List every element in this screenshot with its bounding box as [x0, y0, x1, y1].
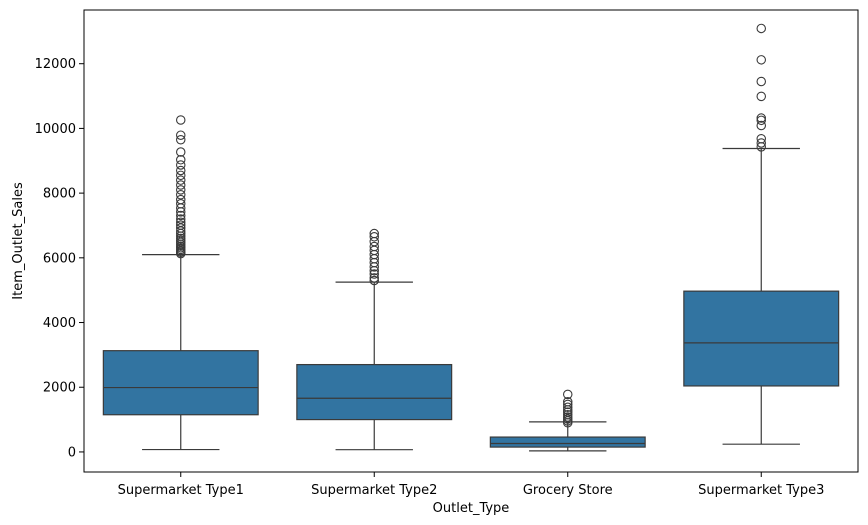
box-plot-supermarket-type3 — [683, 23, 840, 445]
outlier-point — [756, 115, 766, 126]
outlier-point — [176, 175, 186, 185]
outlier-point — [176, 217, 186, 227]
outlier-point — [176, 160, 186, 170]
outlier-point — [369, 241, 379, 252]
outlier-point — [562, 397, 573, 407]
outlier-point — [176, 180, 186, 190]
outlier-point — [176, 155, 186, 165]
y-tick-label: 6000 — [43, 251, 76, 266]
outlier-point — [176, 210, 186, 221]
outlier-point — [176, 199, 186, 209]
outlier-point — [176, 194, 186, 205]
outlier-point — [369, 269, 379, 279]
box-plots — [102, 23, 840, 452]
outlier-point — [756, 113, 766, 123]
outlier-point — [176, 147, 186, 157]
outlier-point — [176, 189, 186, 200]
outlier-point — [369, 232, 379, 242]
x-tick-label: Supermarket Type3 — [698, 483, 824, 498]
x-tick-label: Supermarket Type1 — [118, 483, 244, 498]
y-axis-title: Item_Outlet_Sales — [11, 182, 26, 300]
box — [489, 436, 646, 448]
outlier-point — [176, 130, 186, 140]
outlier-point — [176, 165, 186, 176]
outlier-point — [176, 214, 186, 224]
outlier-point — [369, 228, 379, 239]
box — [102, 350, 259, 416]
outlier-point — [562, 402, 573, 413]
outlier-point — [756, 120, 766, 131]
outlier-point — [176, 233, 186, 244]
x-axis-title: Outlet_Type — [433, 501, 510, 516]
outlier-point — [369, 275, 379, 286]
box-plot-supermarket-type2 — [296, 228, 453, 451]
y-tick-label: 12000 — [35, 57, 76, 72]
outlier-point — [756, 55, 766, 65]
outlier-point — [756, 76, 766, 87]
y-tick-label: 10000 — [35, 122, 76, 137]
y-tick-label: 8000 — [43, 187, 76, 202]
outlier-point — [369, 273, 379, 283]
outlier-point — [562, 389, 573, 400]
outlier-point — [756, 134, 766, 144]
x-axis: Supermarket Type1 Supermarket Type2 Grocer… — [118, 472, 824, 498]
outlier-point — [176, 170, 186, 181]
x-tick-label: Supermarket Type2 — [311, 483, 437, 498]
outlier-point — [176, 134, 186, 145]
box — [683, 290, 840, 387]
box-plot-grocery-store — [489, 389, 646, 452]
y-tick-label: 2000 — [43, 381, 76, 396]
outlier-point — [176, 115, 186, 125]
x-tick-label: Grocery Store — [523, 483, 613, 498]
box — [296, 363, 453, 421]
outlier-point — [562, 407, 573, 417]
y-axis: 0 2000 4000 6000 8000 10000 12000 — [35, 57, 84, 460]
box-plot-supermarket-type1 — [102, 115, 259, 451]
outlier-point — [756, 23, 766, 34]
y-tick-label: 0 — [68, 445, 76, 460]
outlier-point — [562, 412, 573, 422]
y-tick-label: 4000 — [43, 316, 76, 331]
outlier-point — [176, 223, 186, 233]
outlier-point — [562, 399, 573, 410]
outlier-point — [176, 185, 186, 195]
outlier-point — [176, 220, 186, 230]
outlier-point — [562, 409, 573, 420]
outlier-point — [756, 138, 766, 148]
outlier-point — [756, 91, 766, 102]
